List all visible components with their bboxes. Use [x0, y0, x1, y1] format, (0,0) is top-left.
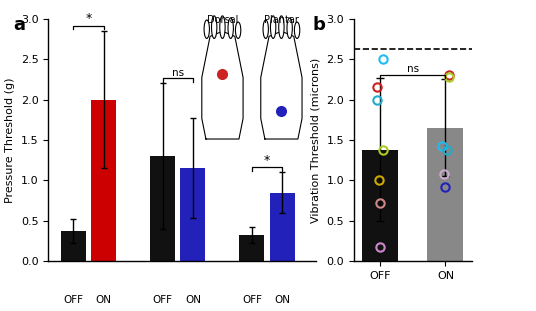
Text: a: a [13, 16, 25, 34]
Text: *: * [264, 154, 270, 167]
Text: OFF: OFF [63, 295, 83, 305]
Ellipse shape [204, 20, 210, 39]
Ellipse shape [287, 18, 292, 39]
Bar [91, 100, 116, 261]
Ellipse shape [228, 18, 233, 39]
Ellipse shape [271, 16, 276, 39]
Bar [362, 150, 398, 261]
Ellipse shape [263, 20, 269, 39]
Ellipse shape [294, 22, 300, 39]
Text: *: * [85, 12, 92, 25]
Text: Plantar: Plantar [264, 15, 299, 25]
Bar [150, 156, 175, 261]
Text: Dorsal: Dorsal [207, 15, 238, 25]
Text: ns: ns [407, 64, 419, 74]
Text: ON: ON [274, 295, 291, 305]
Ellipse shape [212, 16, 217, 39]
Ellipse shape [279, 16, 284, 39]
Y-axis label: Vibration Threshold (microns): Vibration Threshold (microns) [311, 57, 321, 223]
Text: OFF: OFF [242, 295, 262, 305]
Bar [428, 128, 464, 261]
Text: b: b [312, 16, 325, 34]
Bar [61, 231, 86, 261]
Y-axis label: Pressure Threshold (g): Pressure Threshold (g) [5, 77, 15, 203]
Bar [181, 168, 205, 261]
Text: ns: ns [172, 68, 184, 78]
Text: ON: ON [95, 295, 111, 305]
Text: ON: ON [185, 295, 201, 305]
Ellipse shape [220, 16, 225, 39]
Polygon shape [202, 31, 243, 139]
Bar [270, 193, 295, 261]
Polygon shape [260, 31, 302, 139]
Ellipse shape [235, 22, 241, 39]
Bar [240, 235, 264, 261]
Text: OFF: OFF [153, 295, 173, 305]
